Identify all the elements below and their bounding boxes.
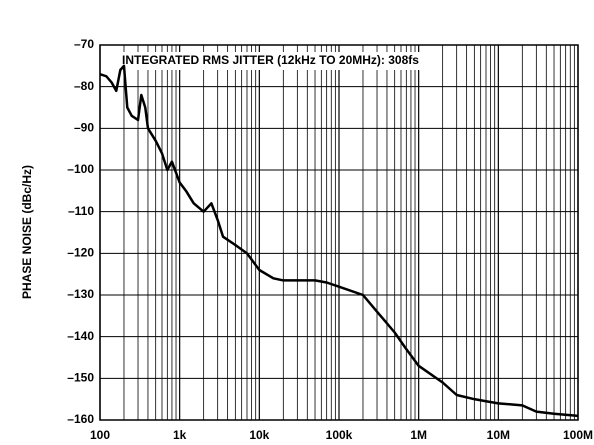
y-tick-label: –100 [67, 162, 94, 176]
y-tick-label: –110 [68, 204, 94, 218]
x-tick-label: 100 [90, 428, 110, 442]
x-tick-label: 1k [173, 428, 187, 442]
y-tick-label: –130 [67, 287, 94, 301]
y-tick-label: –140 [67, 329, 94, 343]
y-axis-label: PHASE NOISE (dBc/Hz) [20, 165, 34, 299]
y-tick-label: –80 [74, 79, 94, 93]
data-line [99, 64, 579, 418]
y-tick-label: –90 [74, 121, 94, 135]
x-tick-label: 1M [410, 428, 427, 442]
annotation-box [118, 52, 424, 70]
x-tick-label: 10M [487, 428, 510, 442]
annotation: INTEGRATED RMS JITTER (12kHz TO 20MHz): … [122, 53, 419, 67]
y-tick-label: –160 [67, 412, 94, 426]
y-tick-label: –70 [74, 37, 94, 51]
x-tick-label: 10k [249, 428, 269, 442]
x-tick-label: 100k [326, 428, 353, 442]
y-tick-label: –120 [67, 246, 94, 260]
x-tick-label: 100M [563, 428, 593, 442]
y-tick-label: –150 [67, 371, 94, 385]
plot-frame [99, 44, 579, 421]
